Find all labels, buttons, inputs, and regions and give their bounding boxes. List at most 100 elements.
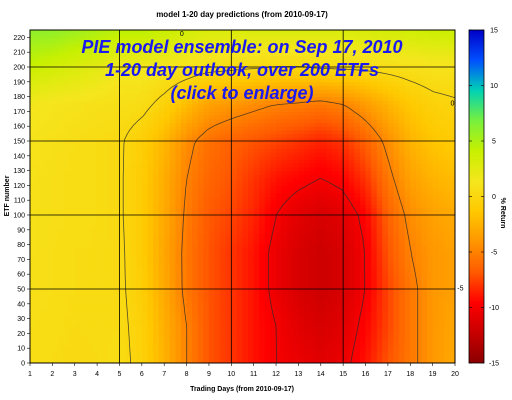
- heat-cell: [158, 244, 165, 249]
- heat-cell: [180, 178, 188, 183]
- heat-cell: [97, 333, 104, 338]
- heat-cell: [186, 59, 193, 64]
- heat-cell: [35, 300, 42, 305]
- heat-cell: [108, 185, 115, 190]
- heat-cell: [326, 255, 333, 260]
- heat-cell: [153, 166, 160, 172]
- heat-cell: [287, 144, 294, 149]
- heat-cell: [80, 170, 87, 175]
- heat-cell: [236, 129, 244, 135]
- heat-cell: [309, 229, 316, 235]
- heat-cell: [259, 126, 266, 131]
- heat-cell: [304, 259, 311, 264]
- heat-cell: [304, 218, 311, 223]
- heat-cell: [41, 44, 48, 50]
- heat-cell: [153, 248, 160, 253]
- heat-cell: [41, 37, 48, 42]
- heat-cell: [35, 233, 42, 238]
- heat-cell: [125, 159, 132, 164]
- heat-cell: [158, 118, 165, 124]
- heat-cell: [164, 166, 171, 172]
- heat-cell: [315, 192, 322, 198]
- heat-cell: [158, 174, 165, 179]
- heat-cell: [63, 211, 70, 216]
- heat-cell: [264, 122, 272, 127]
- heat-cell: [236, 222, 244, 227]
- heat-cell: [298, 355, 305, 360]
- heat-cell: [30, 344, 37, 349]
- heat-cell: [264, 292, 272, 297]
- heat-cell: [119, 78, 126, 83]
- heat-cell: [175, 348, 182, 353]
- heat-cell: [175, 67, 182, 72]
- heat-cell: [287, 174, 294, 179]
- heat-cell: [208, 89, 216, 94]
- heat-cell: [225, 200, 232, 205]
- heat-cell: [315, 333, 322, 338]
- heat-cell: [331, 333, 339, 338]
- heat-cell: [175, 344, 182, 349]
- heat-cell: [292, 163, 300, 168]
- heat-cell: [197, 303, 204, 309]
- heat-cell: [113, 340, 121, 346]
- heat-cell: [326, 148, 333, 153]
- heat-cell: [130, 111, 137, 116]
- heat-cell: [125, 226, 132, 231]
- heat-cell: [125, 196, 132, 201]
- heat-cell: [108, 218, 115, 223]
- heat-cell: [102, 211, 109, 216]
- heat-cell: [130, 33, 137, 38]
- heat-cell: [298, 329, 305, 334]
- heat-cell: [175, 255, 182, 260]
- heat-cell: [276, 300, 283, 305]
- heat-cell: [169, 292, 176, 297]
- heat-cell: [236, 181, 244, 186]
- heat-cell: [130, 252, 137, 257]
- heat-cell: [197, 252, 204, 257]
- heat-cell: [214, 211, 221, 216]
- heat-cell: [259, 81, 266, 87]
- heat-cell: [46, 81, 53, 87]
- heat-cell: [136, 303, 143, 309]
- heat-cell: [309, 248, 316, 253]
- heat-cell: [63, 107, 70, 112]
- heat-cell: [326, 300, 333, 305]
- heat-cell: [315, 104, 322, 109]
- heat-cell: [113, 170, 121, 175]
- heat-cell: [119, 122, 126, 127]
- heat-cell: [264, 277, 272, 283]
- heat-cell: [97, 285, 104, 290]
- heat-cell: [141, 248, 149, 253]
- heat-cell: [74, 277, 81, 283]
- heat-cell: [158, 144, 165, 149]
- heat-cell: [69, 255, 76, 260]
- heat-cell: [35, 126, 42, 131]
- heat-cell: [203, 100, 210, 105]
- heat-cell: [248, 359, 255, 363]
- heat-cell: [85, 281, 93, 286]
- heat-cell: [91, 277, 98, 283]
- heat-cell: [153, 44, 160, 50]
- heat-cell: [141, 359, 149, 363]
- heat-cell: [270, 207, 277, 212]
- heat-cell: [130, 277, 137, 283]
- heat-cell: [192, 178, 199, 183]
- heat-cell: [147, 92, 154, 98]
- heat-cell: [136, 322, 143, 327]
- heat-cell: [248, 74, 255, 79]
- heat-cell: [320, 322, 327, 327]
- heat-cell: [264, 266, 272, 272]
- heat-cell: [147, 318, 154, 323]
- heat-cell: [102, 189, 109, 194]
- heat-cell: [231, 181, 238, 186]
- heat-cell: [326, 222, 333, 227]
- heat-cell: [309, 96, 316, 101]
- heat-cell: [30, 296, 37, 301]
- heat-cell: [186, 107, 193, 112]
- heat-cell: [186, 203, 193, 209]
- heat-cell: [331, 170, 339, 175]
- heat-cell: [259, 92, 266, 98]
- heat-cell: [231, 96, 238, 101]
- heat-cell: [253, 318, 260, 323]
